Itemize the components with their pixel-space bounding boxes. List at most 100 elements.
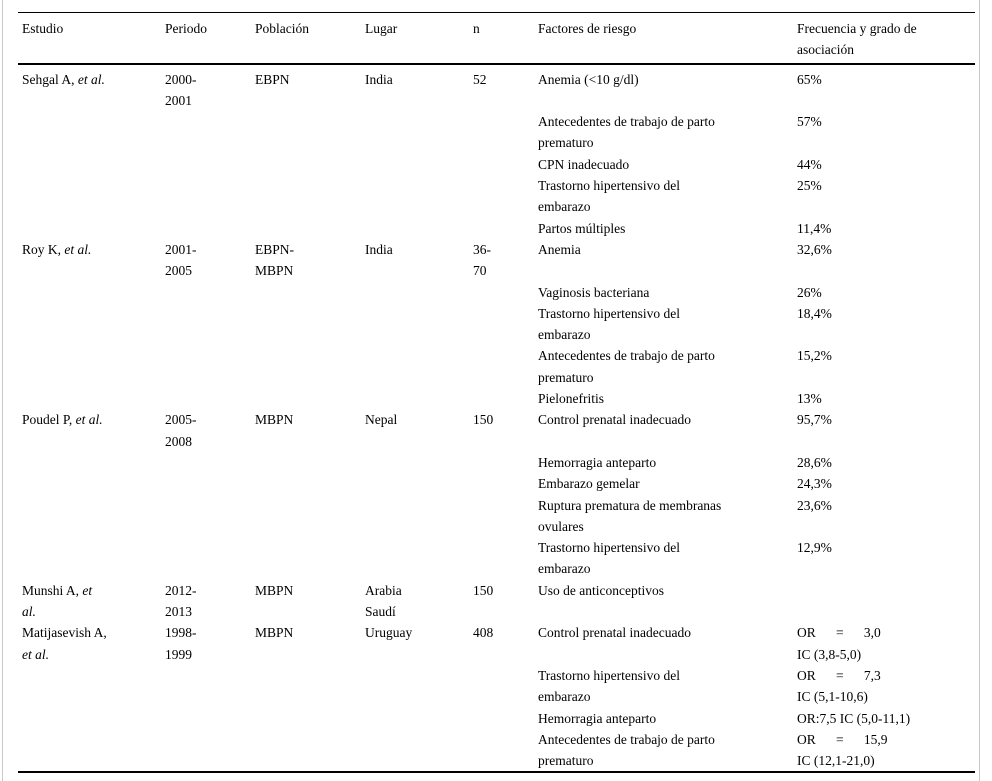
cell-poblacion: EBPN (255, 71, 290, 87)
table-header: Estudio Periodo Población Lugar n Factor… (18, 11, 975, 65)
cell-frecuencia (797, 580, 975, 623)
cell-frecuencia: OR = 7,3 IC (5,1-10,6) (797, 667, 881, 705)
cell-estudio (18, 175, 165, 218)
cell-lugar: Uruguay (365, 625, 413, 641)
cell-factor: Trastorno hipertensivo del embarazo (538, 540, 680, 577)
cell-poblacion (255, 154, 365, 175)
cell-poblacion (255, 708, 365, 729)
table-row: Antecedentes de trabajo de parto prematu… (18, 111, 975, 154)
cell-estudio (18, 729, 165, 773)
cell-lugar (365, 708, 473, 729)
cell-estudio (18, 708, 165, 729)
cell-factor: Hemorragia anteparto (538, 454, 657, 470)
cell-periodo (165, 345, 255, 388)
cell-lugar: Nepal (365, 412, 398, 428)
cell-frecuencia: 32,6% (797, 241, 832, 257)
table-row: Pielonefritis 13% (18, 388, 975, 409)
cell-factor: Anemia (538, 241, 581, 257)
cell-estudio (18, 154, 165, 175)
cell-periodo (165, 495, 255, 538)
study-name-label: Poudel P, (22, 412, 76, 428)
cell-periodo (165, 111, 255, 154)
cell-frecuencia: OR = 15,9 IC (12,1-21,0) (797, 731, 888, 769)
study-name-label: Matijasevish A, (22, 625, 107, 641)
column-header-factores: Factores de riesgo (538, 11, 797, 65)
table-body: Sehgal A, et al. 2000- 2001 EBPN India 52 Ane… (18, 64, 975, 773)
cell-poblacion (255, 452, 365, 473)
cell-n (473, 218, 538, 239)
cell-estudio (18, 282, 165, 303)
column-header-n: n (473, 11, 538, 65)
cell-lugar (365, 665, 473, 708)
cell-factor: Antecedentes de trabajo de parto prematu… (538, 348, 715, 385)
cell-lugar: Arabia Saudí (365, 582, 402, 620)
table-row: Antecedentes de trabajo de parto prematu… (18, 729, 975, 773)
cell-poblacion (255, 537, 365, 580)
cell-periodo: 2012- 2013 (165, 582, 197, 620)
cell-n (473, 111, 538, 154)
column-header-lugar: Lugar (365, 11, 473, 65)
table-row: Trastorno hipertensivo del embarazo 12,9% (18, 537, 975, 580)
cell-n (473, 175, 538, 218)
study-etal-label: et al. (77, 71, 105, 87)
cell-factor: Partos múltiples (538, 220, 626, 236)
cell-periodo (165, 665, 255, 708)
cell-periodo: 2001- 2005 (165, 241, 197, 279)
cell-poblacion (255, 303, 365, 346)
cell-factor: Pielonefritis (538, 391, 604, 407)
table-row: Ruptura prematura de membranas ovulares 2… (18, 495, 975, 538)
table-row: Munshi A, et al. 2012- 2013 MBPN Arabia Saud… (18, 580, 975, 623)
cell-frecuencia: 25% (797, 178, 822, 194)
cell-periodo (165, 537, 255, 580)
table-row: Trastorno hipertensivo del embarazo 18,4% (18, 303, 975, 346)
cell-poblacion (255, 111, 365, 154)
cell-periodo (165, 218, 255, 239)
cell-lugar: India (365, 241, 393, 257)
cell-frecuencia: 11,4% (797, 220, 832, 236)
cell-frecuencia: 28,6% (797, 454, 832, 470)
study-etal-label: al. (22, 604, 36, 620)
table-row: Roy K, et al. 2001- 2005 EBPN- MBPN India 36… (18, 239, 975, 282)
cell-n (473, 708, 538, 729)
cell-lugar (365, 537, 473, 580)
cell-n (473, 345, 538, 388)
cell-n: 52 (473, 71, 487, 87)
cell-factor: Uso de anticonceptivos (538, 582, 664, 598)
cell-frecuencia: 13% (797, 391, 822, 407)
cell-poblacion (255, 729, 365, 773)
cell-poblacion (255, 175, 365, 218)
cell-poblacion (255, 345, 365, 388)
cell-n (473, 452, 538, 473)
cell-poblacion (255, 282, 365, 303)
cell-estudio (18, 537, 165, 580)
cell-lugar (365, 154, 473, 175)
cell-poblacion: MBPN (255, 412, 294, 428)
cell-factor: Embarazo gemelar (538, 476, 640, 492)
cell-factor: Vaginosis bacteriana (538, 284, 650, 300)
cell-n (473, 495, 538, 538)
cell-n: 150 (473, 582, 494, 598)
cell-factor: Trastorno hipertensivo del embarazo (538, 667, 680, 705)
cell-frecuencia: 65% (797, 71, 822, 87)
cell-estudio (18, 218, 165, 239)
cell-estudio (18, 495, 165, 538)
cell-n (473, 388, 538, 409)
cell-estudio (18, 452, 165, 473)
table-row: Sehgal A, et al. 2000- 2001 EBPN India 52 Ane… (18, 64, 975, 112)
cell-estudio (18, 473, 165, 494)
cell-periodo (165, 154, 255, 175)
cell-poblacion (255, 665, 365, 708)
cell-n (473, 729, 538, 773)
cell-estudio: Roy K, et al. (18, 239, 165, 282)
cell-frecuencia: OR = 3,0 IC (3,8-5,0) (797, 625, 881, 662)
cell-factor: Trastorno hipertensivo del embarazo (538, 178, 680, 215)
risk-factors-table: Estudio Periodo Población Lugar n Factor… (18, 11, 975, 774)
cell-lugar (365, 303, 473, 346)
cell-n (473, 537, 538, 580)
cell-periodo (165, 452, 255, 473)
study-etal-label: et al. (64, 241, 92, 257)
table-row: Antecedentes de trabajo de parto prematu… (18, 345, 975, 388)
cell-frecuencia: 24,3% (797, 476, 832, 492)
cell-poblacion (255, 495, 365, 538)
cell-factor: Trastorno hipertensivo del embarazo (538, 305, 680, 343)
